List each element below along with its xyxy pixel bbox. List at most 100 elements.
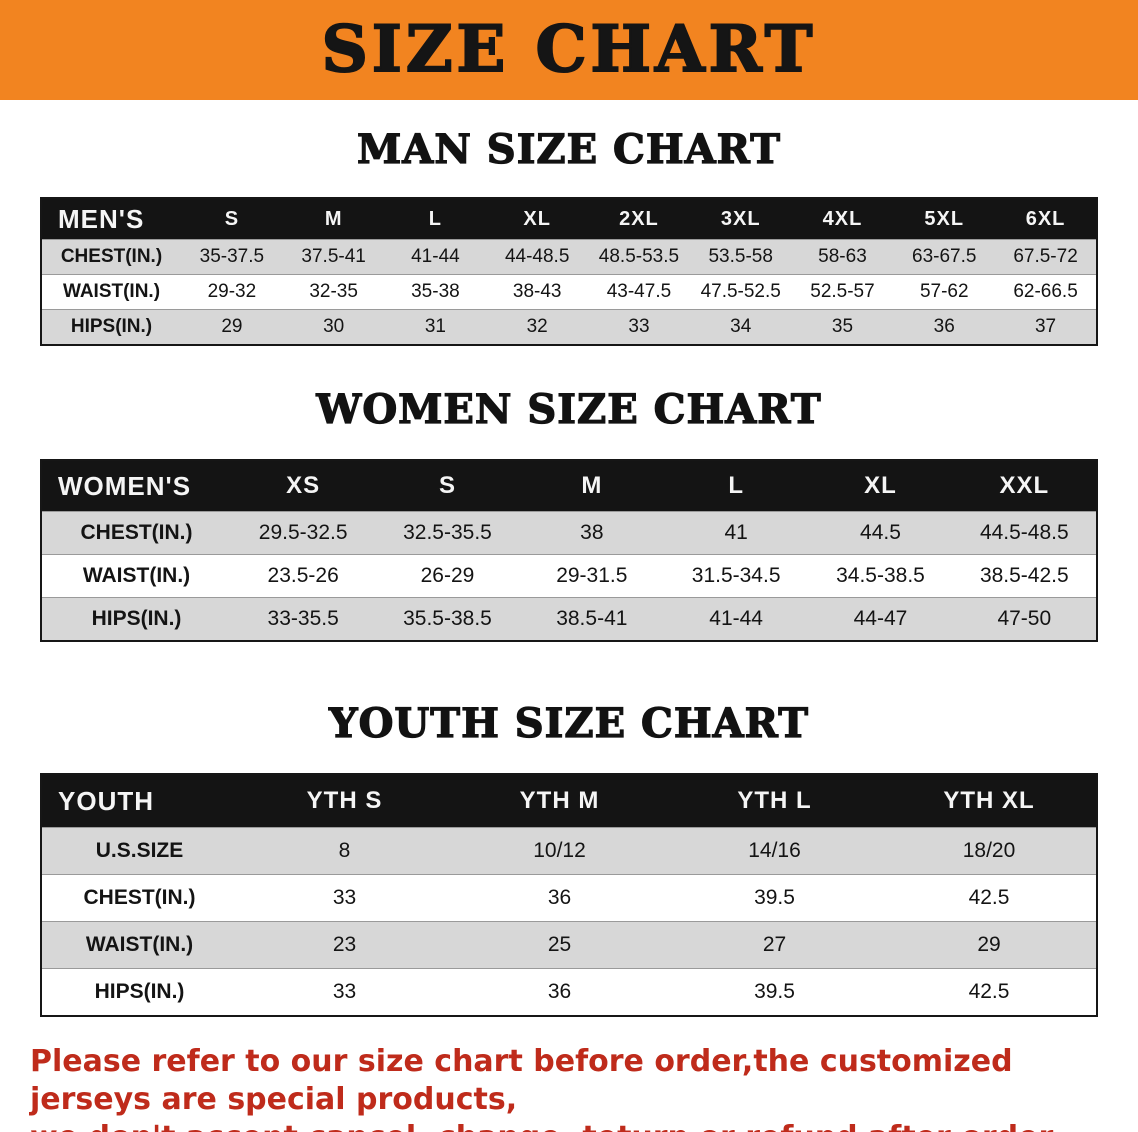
table-title-cell: WOMEN'S [41,460,231,512]
women-section-heading: WOMEN SIZE CHART [316,385,822,433]
table-header-row: WOMEN'S XS S M L XL XXL [41,460,1097,512]
table-row: U.S.SIZE 8 10/12 14/16 18/20 [41,827,1097,875]
table-title-cell: MEN'S [41,198,181,240]
value-cell: 36 [893,309,996,345]
value-cell: 33 [237,968,452,1016]
row-label-cell: CHEST(IN.) [41,511,231,555]
row-label-cell: WAIST(IN.) [41,274,181,310]
table-body: CHEST(IN.) 29.5-32.5 32.5-35.5 38 41 44.5 44.5… [41,511,1097,641]
row-label-cell: HIPS(IN.) [41,309,181,345]
men-section-heading: MAN SIZE CHART [356,125,781,173]
value-cell: 35-37.5 [181,239,283,275]
size-header-cell: 6XL [995,198,1097,240]
value-cell: 29-32 [181,274,283,310]
value-cell: 33 [588,309,690,345]
value-cell: 18/20 [882,827,1097,875]
value-cell: 44-47 [808,597,953,641]
value-cell: 41-44 [663,597,809,641]
table-row: HIPS(IN.) 29 30 31 32 33 34 35 36 37 [41,309,1097,345]
value-cell: 29-31.5 [519,554,664,598]
table-body: CHEST(IN.) 35-37.5 37.5-41 41-44 44-48.5 48.5… [41,239,1097,345]
row-label-cell: HIPS(IN.) [41,968,237,1016]
value-cell: 52.5-57 [791,274,894,310]
value-cell: 42.5 [882,874,1097,922]
table-row: CHEST(IN.) 29.5-32.5 32.5-35.5 38 41 44.5 44.5… [41,511,1097,555]
size-header-cell: YTH XL [882,774,1097,828]
value-cell: 63-67.5 [893,239,996,275]
table-head: MEN'S S M L XL 2XL 3XL 4XL 5XL 6XL [41,198,1097,240]
table-body: U.S.SIZE 8 10/12 14/16 18/20 CHEST(IN.) 33 36 39… [41,827,1097,1016]
size-header-cell: XXL [952,460,1097,512]
value-cell: 62-66.5 [995,274,1097,310]
size-header-cell: L [663,460,809,512]
value-cell: 34.5-38.5 [808,554,953,598]
youth-section-heading: YOUTH SIZE CHART [328,699,809,747]
value-cell: 43-47.5 [588,274,690,310]
value-cell: 41-44 [384,239,487,275]
value-cell: 27 [667,921,882,969]
row-label-cell: HIPS(IN.) [41,597,231,641]
value-cell: 23 [237,921,452,969]
size-header-cell: M [282,198,385,240]
value-cell: 38-43 [486,274,589,310]
value-cell: 36 [452,874,667,922]
value-cell: 32 [486,309,589,345]
row-label-cell: CHEST(IN.) [41,874,237,922]
value-cell: 58-63 [791,239,894,275]
table-row: HIPS(IN.) 33-35.5 35.5-38.5 38.5-41 41-44 44-… [41,597,1097,641]
size-header-cell: XS [231,460,376,512]
size-header-cell: M [519,460,664,512]
value-cell: 39.5 [667,968,882,1016]
row-label-cell: WAIST(IN.) [41,921,237,969]
table-head: WOMEN'S XS S M L XL XXL [41,460,1097,512]
size-header-cell: 5XL [893,198,996,240]
value-cell: 44-48.5 [486,239,589,275]
value-cell: 41 [663,511,809,555]
value-cell: 37.5-41 [282,239,385,275]
table-row: CHEST(IN.) 35-37.5 37.5-41 41-44 44-48.5 48.5… [41,239,1097,275]
size-header-cell: S [375,460,520,512]
size-header-cell: L [384,198,487,240]
value-cell: 44.5 [808,511,953,555]
value-cell: 38.5-41 [519,597,664,641]
value-cell: 10/12 [452,827,667,875]
page-title: SIZE CHART [321,11,817,88]
size-header-cell: YTH M [452,774,667,828]
value-cell: 32-35 [282,274,385,310]
value-cell: 29 [181,309,283,345]
value-cell: 30 [282,309,385,345]
value-cell: 37 [995,309,1097,345]
value-cell: 35.5-38.5 [375,597,520,641]
value-cell: 26-29 [375,554,520,598]
value-cell: 44.5-48.5 [952,511,1097,555]
size-header-cell: 3XL [689,198,792,240]
banner: SIZE CHART [0,0,1138,100]
value-cell: 29.5-32.5 [231,511,376,555]
size-header-cell: XL [486,198,589,240]
value-cell: 25 [452,921,667,969]
table-row: WAIST(IN.) 23 25 27 29 [41,921,1097,969]
size-header-cell: XL [808,460,953,512]
value-cell: 38 [519,511,664,555]
table-title-cell: YOUTH [41,774,237,828]
section-youth: YOUTH SIZE CHART YOUTH YTH S YTH M YTH L YTH… [0,699,1138,1017]
men-size-table: MEN'S S M L XL 2XL 3XL 4XL 5XL 6XL CHEST(IN.) 35-37… [40,197,1098,346]
value-cell: 35-38 [384,274,487,310]
value-cell: 35 [791,309,894,345]
value-cell: 38.5-42.5 [952,554,1097,598]
value-cell: 23.5-26 [231,554,376,598]
value-cell: 53.5-58 [689,239,792,275]
value-cell: 31.5-34.5 [663,554,809,598]
table-row: CHEST(IN.) 33 36 39.5 42.5 [41,874,1097,922]
size-header-cell: 4XL [791,198,894,240]
size-header-cell: YTH S [237,774,452,828]
value-cell: 57-62 [893,274,996,310]
size-header-cell: S [181,198,283,240]
value-cell: 36 [452,968,667,1016]
value-cell: 33 [237,874,452,922]
section-women: WOMEN SIZE CHART WOMEN'S XS S M L XL XXL CHEST(… [0,385,1138,642]
value-cell: 39.5 [667,874,882,922]
row-label-cell: WAIST(IN.) [41,554,231,598]
row-label-cell: U.S.SIZE [41,827,237,875]
